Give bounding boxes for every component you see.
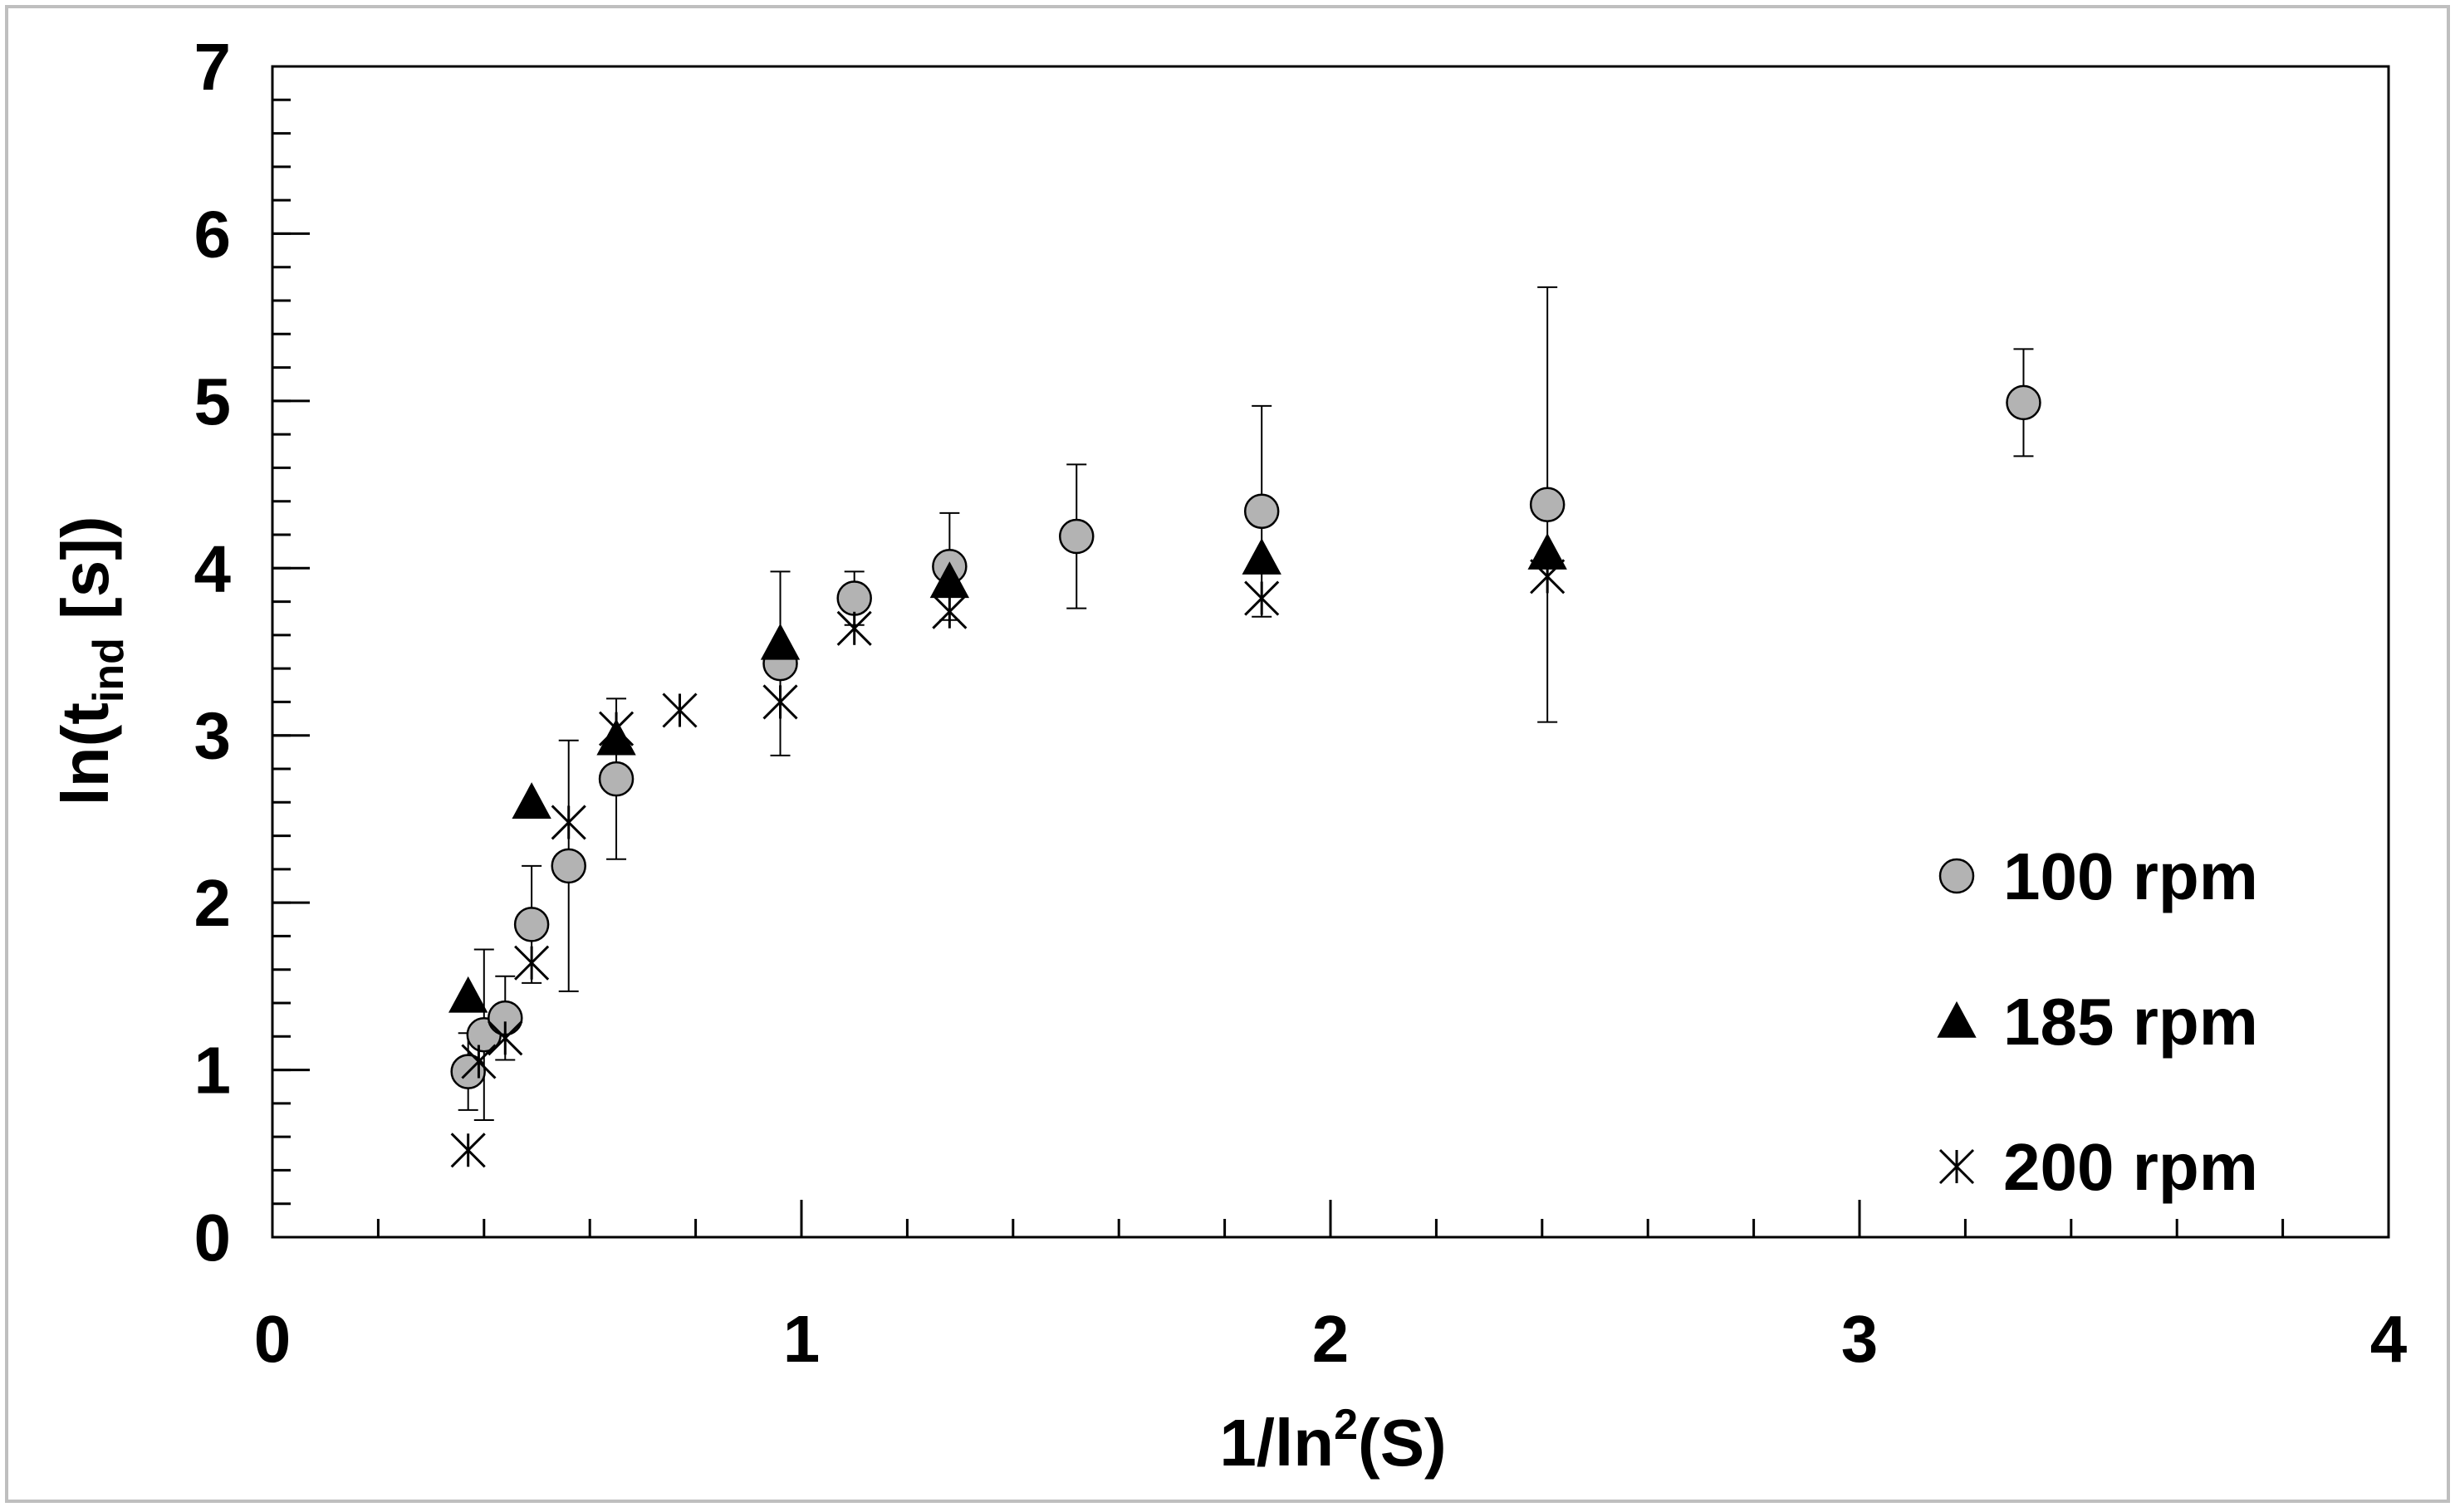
point-200-rpm <box>836 610 872 646</box>
point-185-rpm <box>1242 538 1281 575</box>
point-100-rpm <box>836 580 872 616</box>
point-185-rpm <box>448 976 488 1013</box>
point-100-rpm <box>1058 518 1095 555</box>
legend-label: 100 rpm <box>2003 839 2258 913</box>
legend-label: 185 rpm <box>2003 985 2258 1059</box>
y-tick-label: 4 <box>194 531 232 605</box>
y-tick-label: 7 <box>194 30 232 104</box>
point-200-rpm <box>514 945 550 981</box>
x-tick-label: 2 <box>1312 1302 1350 1376</box>
y-tick-label: 2 <box>194 866 232 940</box>
point-100-rpm <box>551 848 586 884</box>
point-200-rpm <box>598 711 635 746</box>
legend: 100 rpm 185 rpm 200 rpm <box>1937 839 2258 1204</box>
figure-border <box>5 5 2450 1503</box>
y-tick-label: 5 <box>194 365 232 438</box>
x-tick-label: 3 <box>1841 1302 1879 1376</box>
axis-labels: 1/ln2(S) ln(tind [s]) <box>48 516 1447 1480</box>
point-200-rpm <box>450 1133 486 1168</box>
y-axis-title: ln(tind [s]) <box>48 516 133 806</box>
point-100-rpm <box>1243 493 1280 530</box>
x-tick-label: 1 <box>783 1302 821 1376</box>
legend-marker-185-rpm <box>1937 1001 1977 1038</box>
y-tick-label: 0 <box>194 1201 232 1275</box>
point-200-rpm <box>1530 559 1566 595</box>
axes: 0 1 2 3 4 0 1 2 3 4 5 6 7 <box>194 30 2408 1376</box>
point-185-rpm <box>512 782 551 819</box>
point-200-rpm <box>551 805 586 840</box>
x-tick-label: 0 <box>254 1302 292 1376</box>
y-tick-label: 6 <box>194 197 232 271</box>
point-100-rpm <box>513 907 550 942</box>
y-tick-label: 3 <box>194 699 232 773</box>
point-200-rpm <box>488 1020 523 1056</box>
point-200-rpm <box>932 594 968 629</box>
legend-label: 200 rpm <box>2003 1130 2258 1204</box>
x-tick-label: 4 <box>2370 1302 2408 1376</box>
point-100-rpm <box>2006 384 2041 421</box>
x-axis-title: 1/ln2(S) <box>1219 1401 1446 1480</box>
legend-marker-200-rpm <box>1938 1148 1975 1185</box>
point-200-rpm <box>461 1044 497 1079</box>
point-200-rpm <box>1244 580 1280 616</box>
point-185-rpm <box>760 623 801 660</box>
data-marks <box>448 286 2041 1168</box>
point-100-rpm <box>1529 487 1566 522</box>
point-100-rpm <box>598 761 635 797</box>
y-tick-label: 1 <box>194 1034 232 1108</box>
point-200-rpm <box>762 684 798 720</box>
point-200-rpm <box>662 692 698 728</box>
legend-marker-100-rpm <box>1938 858 1975 894</box>
